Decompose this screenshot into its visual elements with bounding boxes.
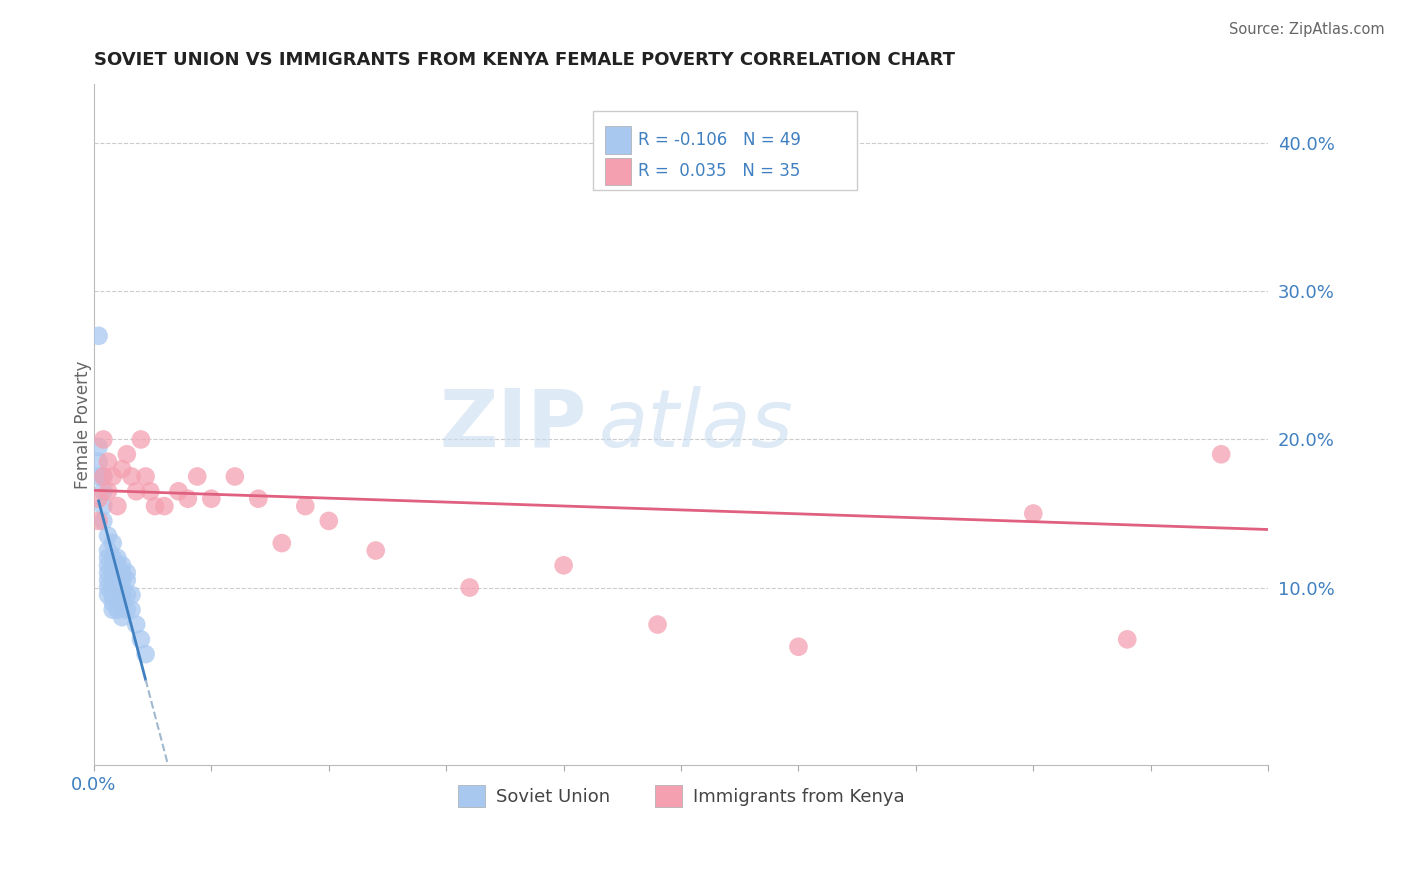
Point [87, 440, 110, 454]
Text: atlas: atlas [599, 385, 793, 464]
Point [101, 588, 124, 602]
Point [97, 455, 120, 469]
Point [97, 529, 120, 543]
Y-axis label: Female Poverty: Female Poverty [75, 360, 91, 489]
Point [101, 550, 124, 565]
Point [111, 595, 134, 609]
Point [87, 455, 110, 469]
Point [97, 566, 120, 580]
Point [458, 581, 481, 595]
Point [97, 550, 120, 565]
Point [111, 588, 134, 602]
Point [87, 328, 110, 343]
Point [111, 573, 134, 587]
Point [91, 469, 114, 483]
Point [91, 499, 114, 513]
Point [107, 581, 129, 595]
Point [101, 573, 124, 587]
Point [224, 469, 246, 483]
Point [97, 581, 120, 595]
Point [107, 550, 129, 565]
Point [107, 588, 129, 602]
Point [647, 617, 669, 632]
Point [270, 536, 292, 550]
Point [318, 514, 340, 528]
Bar [605, 127, 630, 153]
Point [153, 499, 176, 513]
Bar [605, 158, 630, 185]
Point [91, 469, 114, 483]
Point [91, 484, 114, 499]
Point [125, 617, 148, 632]
Point [111, 581, 134, 595]
Point [97, 558, 120, 573]
Text: SOVIET UNION VS IMMIGRANTS FROM KENYA FEMALE POVERTY CORRELATION CHART: SOVIET UNION VS IMMIGRANTS FROM KENYA FE… [94, 51, 955, 69]
Point [107, 499, 129, 513]
Bar [593, 112, 858, 190]
Point [294, 499, 316, 513]
Point [247, 491, 270, 506]
Point [97, 588, 120, 602]
Point [143, 499, 166, 513]
Point [107, 573, 129, 587]
Point [177, 491, 200, 506]
Point [91, 433, 114, 447]
Point [787, 640, 810, 654]
Point [115, 573, 138, 587]
Point [107, 595, 129, 609]
Point [200, 491, 222, 506]
Point [167, 484, 190, 499]
Point [97, 484, 120, 499]
Point [107, 566, 129, 580]
Point [364, 543, 387, 558]
Point [97, 573, 120, 587]
Point [115, 603, 138, 617]
Point [186, 469, 208, 483]
Point [101, 469, 124, 483]
Point [135, 647, 157, 661]
Point [101, 558, 124, 573]
Point [97, 543, 120, 558]
Point [101, 536, 124, 550]
Point [115, 447, 138, 461]
Point [139, 484, 162, 499]
Point [87, 491, 110, 506]
Point [135, 469, 157, 483]
Text: R =  0.035   N = 35: R = 0.035 N = 35 [637, 162, 800, 180]
Point [1116, 632, 1139, 647]
Text: R = -0.106   N = 49: R = -0.106 N = 49 [637, 131, 800, 149]
Point [107, 558, 129, 573]
Point [1022, 507, 1045, 521]
Point [834, 151, 856, 165]
Point [129, 433, 152, 447]
Point [111, 558, 134, 573]
Point [101, 566, 124, 580]
Point [91, 514, 114, 528]
Point [101, 581, 124, 595]
Point [87, 469, 110, 483]
Point [115, 566, 138, 580]
Text: Source: ZipAtlas.com: Source: ZipAtlas.com [1229, 22, 1385, 37]
Point [121, 588, 143, 602]
Point [121, 469, 143, 483]
Legend: Soviet Union, Immigrants from Kenya: Soviet Union, Immigrants from Kenya [450, 778, 911, 814]
Point [125, 484, 148, 499]
Point [1211, 447, 1233, 461]
Point [553, 558, 575, 573]
Point [111, 566, 134, 580]
Point [115, 588, 138, 602]
Point [101, 595, 124, 609]
Point [111, 462, 134, 476]
Point [111, 610, 134, 624]
Point [101, 603, 124, 617]
Point [121, 603, 143, 617]
Point [129, 632, 152, 647]
Text: ZIP: ZIP [440, 385, 588, 464]
Point [107, 603, 129, 617]
Point [87, 514, 110, 528]
